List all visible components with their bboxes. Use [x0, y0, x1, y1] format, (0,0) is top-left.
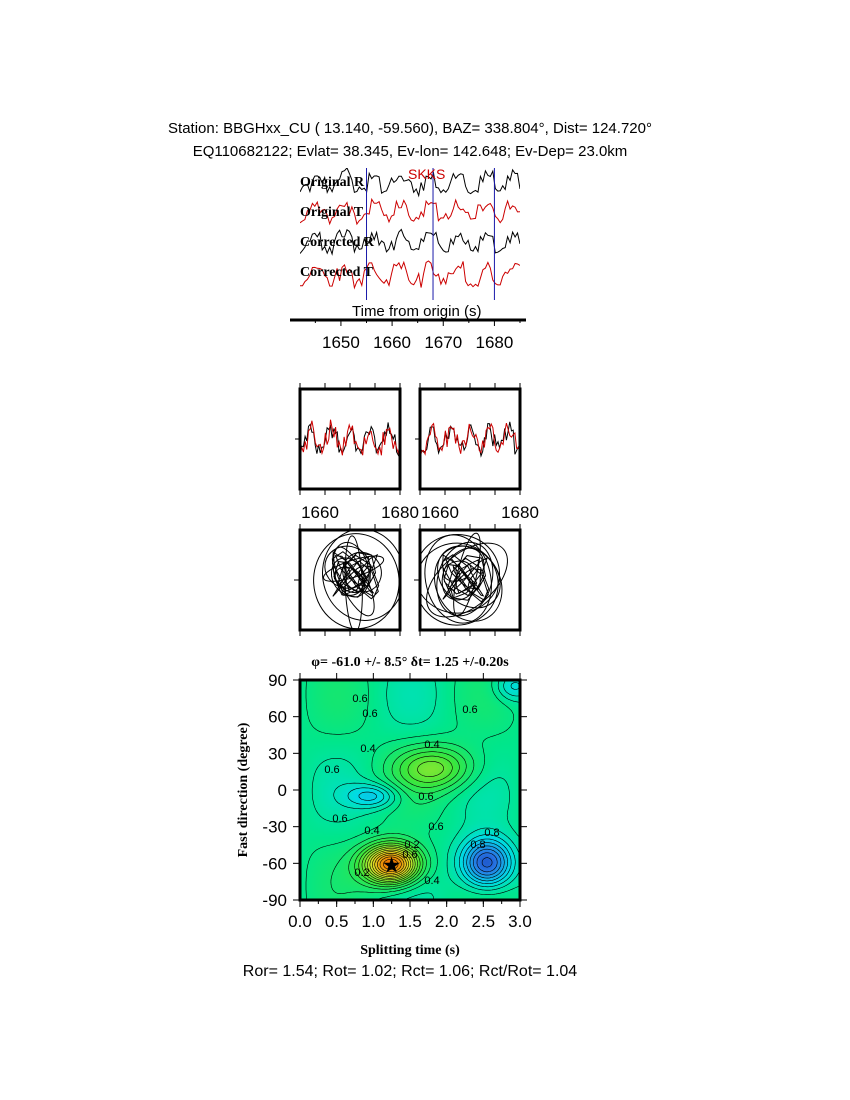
contour-line [330, 741, 475, 894]
contour-label: 0.4 [364, 825, 379, 837]
x-axis-label-time: Time from origin (s) [352, 303, 481, 320]
contour-label: 0.6 [418, 791, 433, 803]
window-waveform-panel: 1660 1680 1660 1680 [295, 383, 539, 522]
contour-label: 0.6 [462, 704, 477, 716]
contour-line [481, 857, 493, 868]
best-fit-star-icon: ★ [382, 853, 402, 878]
contour-line [367, 848, 414, 881]
particle-motion-original-path [322, 530, 400, 621]
contour-label: 0.8 [470, 839, 485, 851]
window-x-tick-label: 1680 [381, 503, 419, 522]
particle-motion-corrected-path [420, 542, 499, 626]
particle-motion-corrected-path [453, 532, 481, 617]
x-tick-label: 1680 [476, 333, 514, 352]
window-x-tick-label: 1660 [421, 503, 459, 522]
contour-label: 0.4 [360, 743, 375, 755]
particle-motion-corrected-path [424, 534, 492, 624]
header-event-line: EQ110682122; Evlat= 38.345, Ev-lon= 142.… [192, 143, 628, 160]
waveform-panel: Original R Original T Corrected R Correc… [290, 166, 526, 352]
grid-y-tick-label: 30 [268, 744, 287, 763]
contour-label: 0.6 [362, 708, 377, 720]
contour-label: 0.6 [428, 821, 443, 833]
grid-y-label: Fast direction (degree) [236, 722, 251, 857]
particle-motion-corrected-path [420, 533, 501, 614]
contour-line [379, 856, 402, 872]
grid-x-tick-label: 3.0 [508, 912, 532, 931]
contour-line [361, 761, 444, 884]
grid-y-tick-label: -60 [262, 854, 287, 873]
corrected-t-trace [300, 260, 520, 290]
grid-x-tick-label: 2.5 [472, 912, 496, 931]
contour-line [348, 747, 467, 890]
contour-line [354, 751, 460, 888]
phase-label-skks: SKKS [408, 166, 445, 182]
corrected-r-trace [300, 228, 520, 256]
contour-label: 0.4 [424, 739, 439, 751]
contour-line [469, 845, 505, 879]
contour-line [473, 848, 502, 876]
grid-y-tick-label: 90 [268, 671, 287, 690]
trace-label-original-r: Original R [300, 175, 365, 190]
window-transverse-trace [420, 422, 520, 459]
grid-x-tick-label: 0.5 [325, 912, 349, 931]
contour-label: 0.2 [404, 839, 419, 851]
window-x-tick-label: 1680 [501, 503, 539, 522]
contour-line [369, 849, 412, 879]
particle-motion-original-path [344, 535, 363, 630]
grid-x-tick-label: 0.0 [288, 912, 312, 931]
contour-label: 0.6 [332, 813, 347, 825]
grid-y-tick-label: 60 [268, 708, 287, 727]
grid-y-tick-label: -30 [262, 818, 287, 837]
contour-label: 0.8 [484, 827, 499, 839]
header-station-line: Station: BBGHxx_CU ( 13.140, -59.560), B… [168, 120, 652, 137]
x-tick-label: 1660 [373, 333, 411, 352]
particle-motion-corrected-path [441, 554, 490, 603]
contour-line [372, 851, 409, 878]
contour-line [377, 854, 405, 874]
trace-label-original-t: Original T [300, 205, 364, 220]
grid-x-tick-label: 2.0 [435, 912, 459, 931]
contour-label: 0.4 [424, 875, 439, 887]
window-radial-trace [300, 422, 400, 457]
ratios-line: Ror= 1.54; Rot= 1.02; Rct= 1.06; Rct/Rot… [242, 963, 578, 980]
grid-x-tick-label: 1.0 [362, 912, 386, 931]
grid-y-tick-label: -90 [262, 891, 287, 910]
contour-line [358, 755, 453, 886]
particle-motion-corrected-path [436, 541, 494, 617]
particle-motion-original-path [322, 555, 385, 582]
grid-search-panel: φ= -61.0 +/- 8.5° δt= 1.25 +/-0.20s 0.60… [236, 655, 532, 958]
trace-label-corrected-r: Corrected R [300, 235, 375, 250]
x-tick-label: 1670 [424, 333, 462, 352]
original-t-trace [300, 197, 520, 226]
grid-x-tick-label: 1.5 [398, 912, 422, 931]
contour-label: 0.6 [324, 764, 339, 776]
contour-line [466, 842, 508, 882]
contour-line [383, 858, 399, 870]
grid-y-tick-label: 0 [278, 781, 287, 800]
contour-label: 0.6 [352, 693, 367, 705]
particle-motion-panel [294, 524, 522, 636]
grid-x-label: Splitting time (s) [360, 943, 460, 958]
particle-motion-original-path [331, 551, 380, 600]
grid-title: φ= -61.0 +/- 8.5° δt= 1.25 +/-0.20s [311, 655, 509, 670]
contour-line [347, 682, 520, 888]
heatmap-image [300, 680, 520, 900]
trace-label-corrected-t: Corrected T [300, 265, 374, 280]
contour-line [476, 852, 498, 873]
window-transverse-trace [300, 419, 400, 458]
contour-line [364, 846, 416, 882]
x-tick-label: 1650 [322, 333, 360, 352]
contour-label: 0.6 [402, 849, 417, 861]
contour-label: 0.2 [354, 867, 369, 879]
contour-line [374, 853, 407, 876]
original-r-trace [300, 168, 520, 198]
contour-line [358, 791, 512, 884]
window-x-tick-label: 1660 [301, 503, 339, 522]
